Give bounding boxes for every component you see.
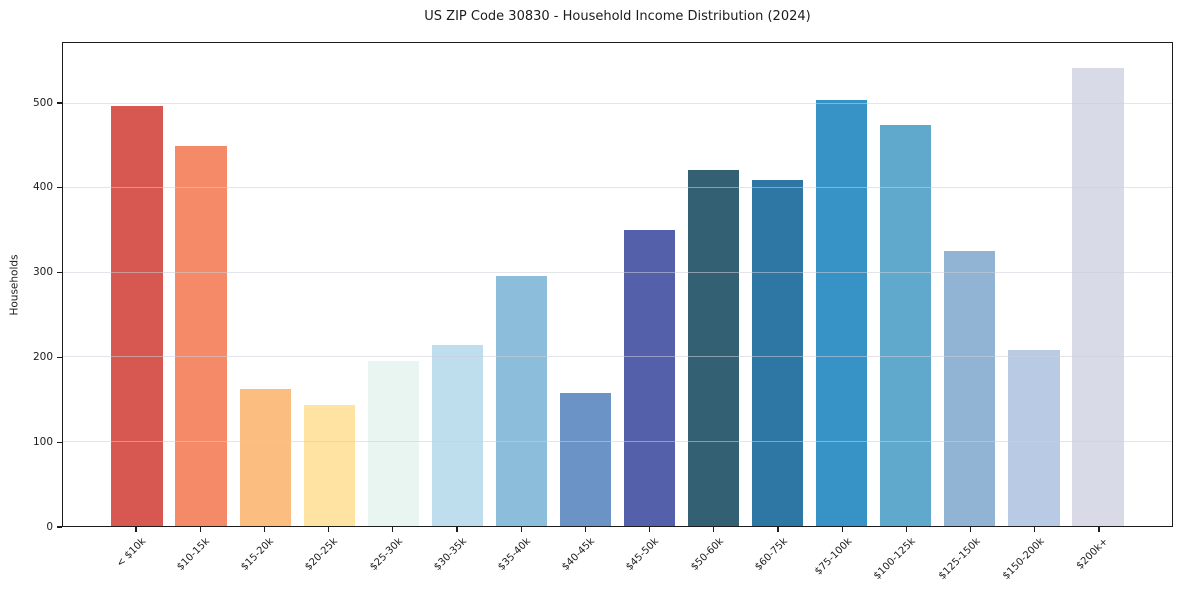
bar-9 xyxy=(687,169,740,526)
x-tick-mark xyxy=(1034,527,1036,532)
bar-slot-15 xyxy=(1066,43,1130,526)
x-tick-mark xyxy=(584,527,587,532)
x-tick-label-10: $60-75k xyxy=(752,536,790,573)
bar-12 xyxy=(880,124,932,526)
x-tick-label-11: $75-100k xyxy=(812,536,854,578)
x-tick-label-0: < $10k xyxy=(114,536,148,570)
bar-slot-11 xyxy=(810,43,874,526)
bar-slot-9 xyxy=(682,43,746,526)
y-tick-mark xyxy=(57,102,62,104)
bar-slot-0 xyxy=(105,43,169,526)
bar-slot-6 xyxy=(489,43,553,526)
x-tick-mark xyxy=(969,527,972,532)
plot-area xyxy=(62,42,1173,527)
x-tick-label-4: $25-30k xyxy=(367,536,405,573)
bar-slot-4 xyxy=(361,43,425,526)
y-tick-label-100: 100 xyxy=(32,435,53,448)
bar-10 xyxy=(752,179,804,526)
y-tick-label-300: 300 xyxy=(32,266,53,279)
bar-slot-14 xyxy=(1002,43,1066,526)
bar-slot-1 xyxy=(169,43,233,526)
y-tick-label-500: 500 xyxy=(32,96,53,109)
x-tick-mark xyxy=(328,527,330,532)
x-tick-mark xyxy=(777,527,779,532)
x-tick-label-3: $20-25k xyxy=(303,536,341,573)
bar-0 xyxy=(111,106,163,526)
x-tick-mark xyxy=(713,527,715,532)
x-tick-label-8: $45-50k xyxy=(624,536,662,573)
x-tick-label-6: $35-40k xyxy=(496,536,533,573)
x-tick-label-2: $15-20k xyxy=(239,536,277,573)
x-tick-label-12: $100-125k xyxy=(872,536,919,582)
x-tick-label-5: $30-35k xyxy=(431,536,469,573)
y-tick-mark xyxy=(57,441,62,443)
x-tick-label-15: $200k+ xyxy=(1074,536,1111,572)
chart-title: US ZIP Code 30830 - Household Income Dis… xyxy=(424,9,811,24)
bar-15 xyxy=(1072,68,1124,526)
y-tick-mark xyxy=(57,271,62,274)
bar-slot-3 xyxy=(297,43,361,526)
bar-13 xyxy=(944,250,996,526)
bar-slot-13 xyxy=(938,43,1002,526)
x-tick-mark xyxy=(199,527,201,532)
bar-slot-7 xyxy=(553,43,617,526)
bar-slot-10 xyxy=(746,43,810,526)
y-tick-mark xyxy=(57,526,62,528)
bar-slot-5 xyxy=(425,43,489,526)
bars-container xyxy=(63,43,1172,526)
y-tick-label-200: 200 xyxy=(32,350,53,363)
bar-slot-2 xyxy=(233,43,297,526)
x-tick-mark xyxy=(263,527,266,532)
bar-2 xyxy=(239,389,291,526)
bar-5 xyxy=(431,345,483,526)
y-tick-label-400: 400 xyxy=(32,181,53,194)
y-axis-label-wrap: Households xyxy=(0,42,30,527)
bar-8 xyxy=(623,229,676,526)
x-tick-label-14: $150-200k xyxy=(1000,536,1047,582)
bar-7 xyxy=(559,392,612,526)
x-tick-label-7: $40-45k xyxy=(560,536,598,573)
bar-slot-8 xyxy=(618,43,682,526)
x-tick-mark xyxy=(1098,527,1100,532)
y-tick-mark xyxy=(57,356,62,359)
x-tick-mark xyxy=(135,527,137,532)
x-tick-mark xyxy=(456,527,458,532)
bar-3 xyxy=(303,405,355,526)
bar-4 xyxy=(367,360,419,526)
bar-14 xyxy=(1008,350,1060,526)
x-tick-label-13: $125-150k xyxy=(936,536,983,582)
x-tick-mark xyxy=(905,527,907,532)
y-tick-mark xyxy=(57,187,62,189)
bar-slot-12 xyxy=(874,43,938,526)
bar-11 xyxy=(816,99,868,526)
bar-1 xyxy=(175,146,227,526)
bar-6 xyxy=(495,276,548,526)
y-tick-label-0: 0 xyxy=(46,520,53,533)
x-tick-mark xyxy=(648,527,651,532)
x-tick-mark xyxy=(392,527,394,532)
y-axis-label: Households xyxy=(9,253,22,316)
x-tick-label-1: $10-15k xyxy=(175,536,213,573)
x-tick-mark xyxy=(841,527,843,532)
x-tick-label-9: $50-60k xyxy=(688,536,726,573)
x-tick-mark xyxy=(520,527,522,532)
